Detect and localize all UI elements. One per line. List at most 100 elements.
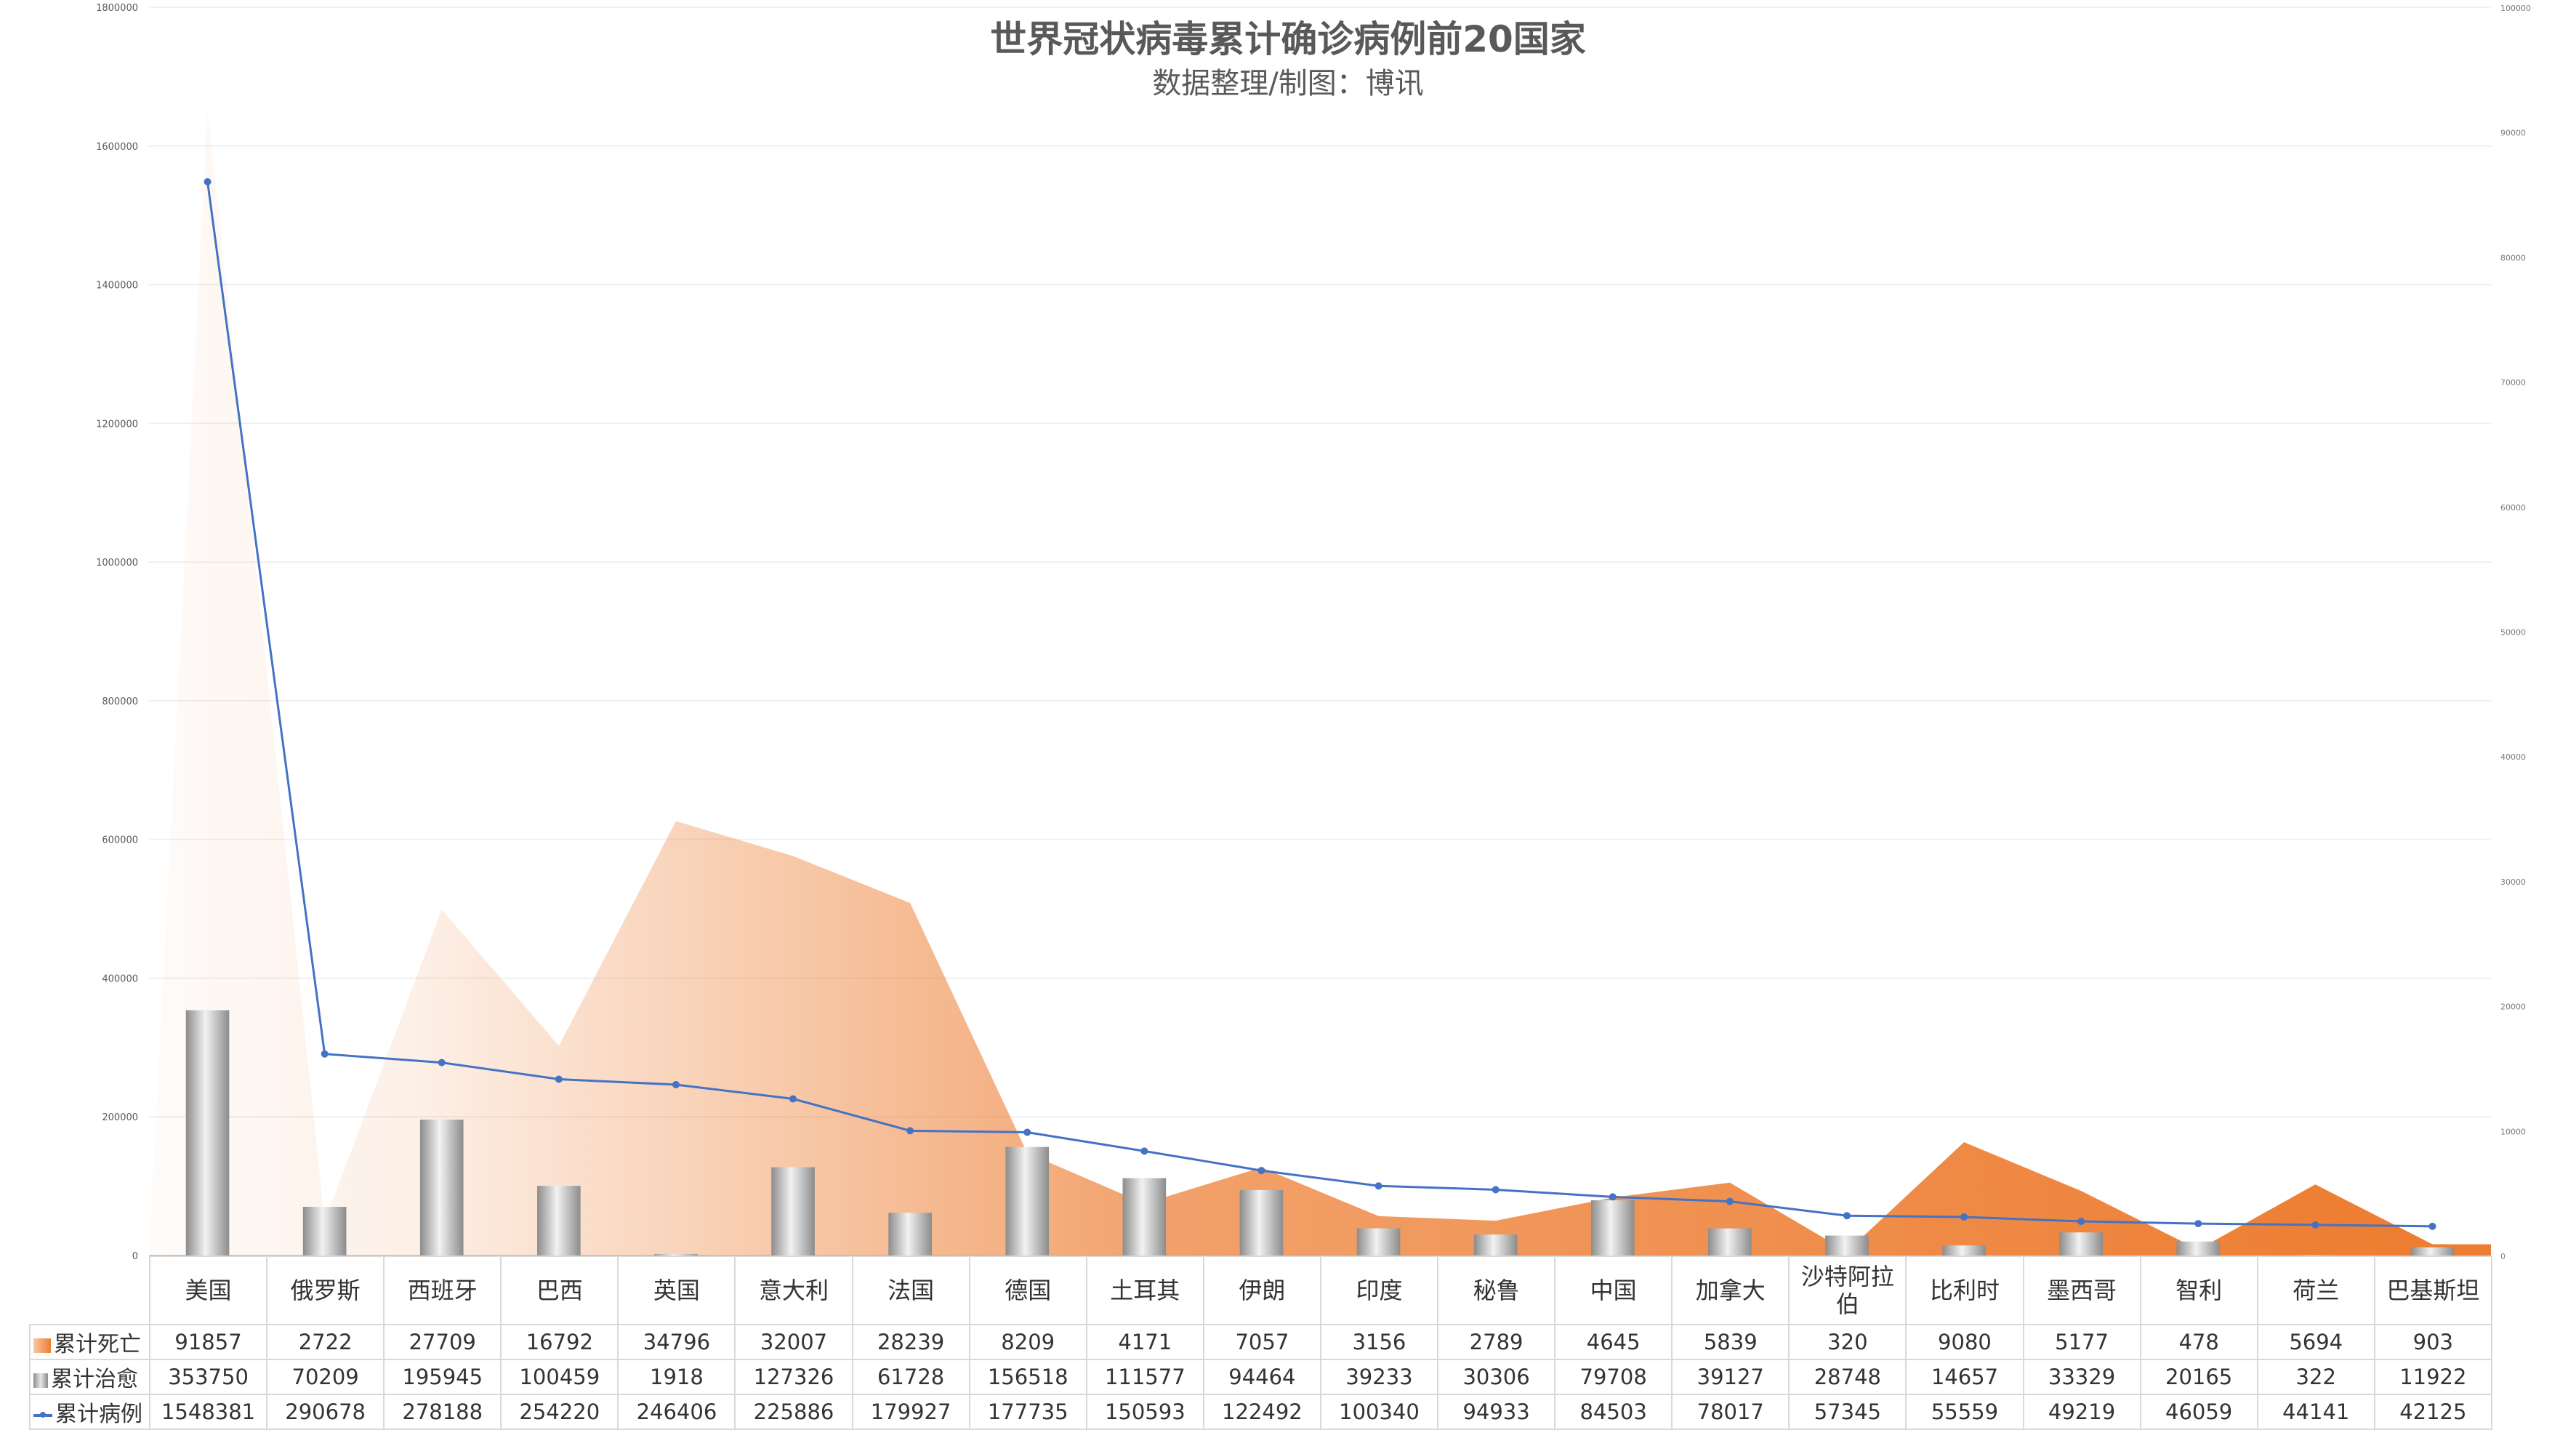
category-label: 荷兰 xyxy=(2258,1256,2375,1325)
data-label: 44141 xyxy=(2258,1394,2375,1429)
legend-entry: 累计病例 xyxy=(30,1394,150,1429)
data-label: 78017 xyxy=(1672,1394,1789,1429)
data-label: 94933 xyxy=(1438,1394,1555,1429)
bar xyxy=(186,1011,230,1256)
category-label: 中国 xyxy=(1555,1256,1672,1325)
data-label: 16792 xyxy=(501,1325,618,1359)
y-left-tick-label: 800000 xyxy=(102,696,138,707)
data-label: 30306 xyxy=(1438,1359,1555,1394)
line-point xyxy=(1843,1212,1851,1219)
category-label: 巴西 xyxy=(501,1256,618,1325)
category-label: 俄罗斯 xyxy=(267,1256,384,1325)
line-point xyxy=(1609,1193,1617,1200)
data-label: 150593 xyxy=(1087,1394,1204,1429)
data-label: 322 xyxy=(2258,1359,2375,1394)
data-label: 91857 xyxy=(150,1325,267,1359)
data-label: 3156 xyxy=(1321,1325,1438,1359)
data-label: 478 xyxy=(2141,1325,2258,1359)
data-label: 28748 xyxy=(1789,1359,1906,1394)
bar xyxy=(771,1168,815,1256)
y-right-tick-label: 50000 xyxy=(2500,628,2526,638)
data-label: 278188 xyxy=(384,1394,501,1429)
y-right-tick-label: 60000 xyxy=(2500,503,2526,513)
y-left-tick-label: 1400000 xyxy=(96,281,138,292)
category-label: 墨西哥 xyxy=(2024,1256,2141,1325)
data-label: 70209 xyxy=(267,1359,384,1394)
bar xyxy=(1591,1200,1635,1256)
data-label: 177735 xyxy=(970,1394,1087,1429)
y-right-tick-label: 40000 xyxy=(2500,752,2526,762)
bar xyxy=(2176,1242,2220,1256)
data-label: 111577 xyxy=(1087,1359,1204,1394)
data-label: 9080 xyxy=(1906,1325,2023,1359)
legend-label: 累计死亡 xyxy=(54,1332,141,1357)
data-label: 94464 xyxy=(1204,1359,1321,1394)
data-label: 39127 xyxy=(1672,1359,1789,1394)
data-label: 20165 xyxy=(2141,1359,2258,1394)
category-label: 美国 xyxy=(150,1256,267,1325)
line-point xyxy=(321,1051,329,1058)
bar xyxy=(303,1207,347,1256)
area-point xyxy=(792,855,794,856)
data-label: 353750 xyxy=(150,1359,267,1394)
data-label: 79708 xyxy=(1555,1359,1672,1394)
data-label: 100340 xyxy=(1321,1394,1438,1429)
data-label: 46059 xyxy=(2141,1394,2258,1429)
legend-key-line xyxy=(33,1414,52,1417)
y-left-tick-label: 200000 xyxy=(102,1112,138,1123)
data-label: 34796 xyxy=(618,1325,735,1359)
bar xyxy=(1123,1178,1167,1256)
legend-key-bar xyxy=(33,1373,48,1388)
area-point xyxy=(1963,1141,1965,1143)
data-label: 2789 xyxy=(1438,1325,1555,1359)
y-right-tick-label: 100000 xyxy=(2500,4,2531,13)
area-point xyxy=(2080,1190,2082,1192)
data-label: 2722 xyxy=(267,1325,384,1359)
category-label: 智利 xyxy=(2141,1256,2258,1325)
line-point xyxy=(1726,1198,1734,1205)
line-point xyxy=(1140,1147,1148,1154)
data-label: 33329 xyxy=(2024,1359,2141,1394)
area-point xyxy=(558,1045,560,1047)
data-label: 32007 xyxy=(735,1325,852,1359)
area-point xyxy=(1495,1220,1497,1221)
y-right-tick-label: 10000 xyxy=(2500,1127,2526,1136)
data-label: 8209 xyxy=(970,1325,1087,1359)
category-label: 秘鲁 xyxy=(1438,1256,1555,1325)
data-label: 27709 xyxy=(384,1325,501,1359)
area-point xyxy=(2431,1243,2433,1245)
data-label: 122492 xyxy=(1204,1394,1321,1429)
data-label: 903 xyxy=(2375,1325,2492,1359)
y-left-tick-label: 1000000 xyxy=(96,558,138,569)
y-right-tick-label: 90000 xyxy=(2500,129,2526,138)
bar xyxy=(1357,1229,1401,1256)
data-label: 84503 xyxy=(1555,1394,1672,1429)
data-label: 290678 xyxy=(267,1394,384,1429)
legend-label: 累计治愈 xyxy=(51,1367,138,1392)
data-label: 28239 xyxy=(853,1325,970,1359)
data-label: 179927 xyxy=(853,1394,970,1429)
data-label: 254220 xyxy=(501,1394,618,1429)
table-corner xyxy=(30,1256,150,1325)
category-label: 德国 xyxy=(970,1256,1087,1325)
legend-entry: 累计死亡 xyxy=(30,1325,150,1359)
data-label: 246406 xyxy=(618,1394,735,1429)
data-label: 127326 xyxy=(735,1359,852,1394)
data-label: 7057 xyxy=(1204,1325,1321,1359)
bar xyxy=(1708,1229,1752,1256)
area-point xyxy=(909,902,911,904)
bar xyxy=(1474,1234,1518,1256)
bar xyxy=(420,1120,464,1256)
data-label: 49219 xyxy=(2024,1394,2141,1429)
line-point xyxy=(1023,1128,1031,1136)
y-right-tick-label: 0 xyxy=(2500,1252,2505,1261)
data-label: 42125 xyxy=(2375,1394,2492,1429)
y-right-tick-label: 80000 xyxy=(2500,253,2526,262)
category-row: 美国俄罗斯西班牙巴西英国意大利法国德国土耳其伊朗印度秘鲁中国加拿大沙特阿拉伯比利… xyxy=(30,1256,2492,1325)
category-label: 西班牙 xyxy=(384,1256,501,1325)
data-label: 156518 xyxy=(970,1359,1087,1394)
line-point xyxy=(2077,1218,2085,1225)
category-label: 意大利 xyxy=(735,1256,852,1325)
